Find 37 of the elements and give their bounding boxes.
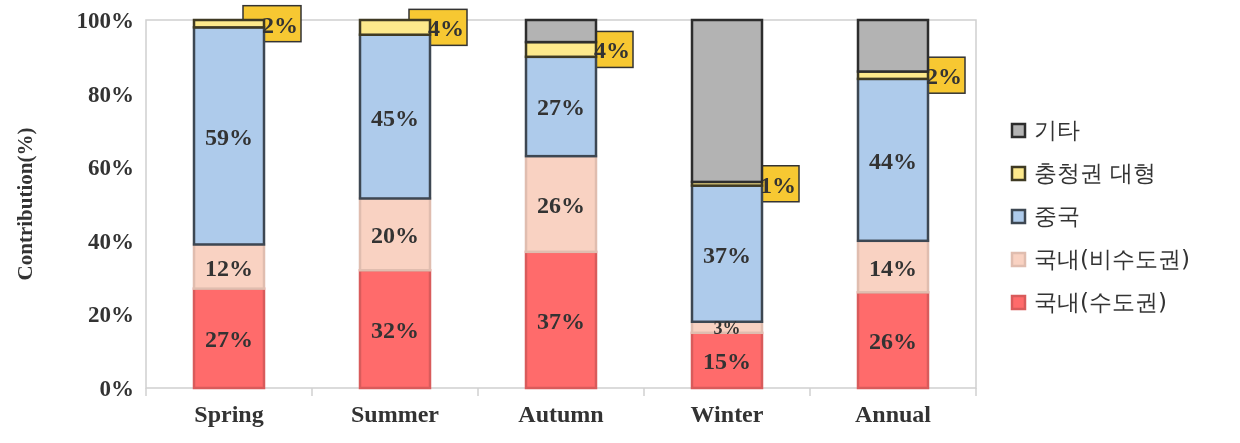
legend-label: 기타 — [1034, 117, 1080, 143]
data-label: 20% — [371, 222, 419, 249]
y-axis-title: Contribution(%) — [13, 127, 37, 281]
data-label: 27% — [537, 94, 585, 121]
bar — [524, 154, 598, 254]
data-label: 37% — [703, 241, 751, 268]
data-label: 3% — [713, 318, 741, 339]
legend-label: 국내(수도권) — [1034, 289, 1167, 315]
y-tick-label: 0% — [99, 376, 134, 401]
data-label: 26% — [537, 192, 585, 218]
data-label: 26% — [869, 328, 917, 355]
x-tick-label: Spring — [194, 401, 264, 427]
data-label: 27% — [205, 326, 253, 353]
bar — [856, 291, 930, 390]
data-label: 45% — [371, 104, 419, 131]
data-label: 14% — [869, 254, 917, 281]
bar — [192, 287, 266, 390]
y-tick-label: 80% — [88, 81, 134, 107]
x-tick-label: Summer — [351, 401, 440, 427]
data-label: 32% — [371, 317, 419, 344]
legend-label: 충청권 대형 — [1034, 160, 1157, 186]
y-tick-label: 60% — [88, 155, 134, 181]
x-tick-label: Winter — [690, 401, 764, 427]
bar — [524, 250, 598, 390]
data-label: 15% — [703, 348, 751, 375]
y-tick-label: 100% — [76, 8, 134, 33]
legend-label: 중국 — [1034, 203, 1080, 229]
data-label: 12% — [205, 254, 253, 281]
y-tick-label: 40% — [88, 228, 134, 254]
x-tick-label: Annual — [854, 401, 932, 427]
data-label: 59% — [205, 123, 253, 150]
legend-label: 국내(비수도권) — [1034, 246, 1190, 272]
bar — [358, 268, 432, 390]
y-tick-label: 20% — [88, 302, 134, 328]
data-label: 37% — [537, 307, 585, 334]
x-tick-label: Autumn — [518, 401, 604, 427]
data-label: 44% — [869, 147, 917, 174]
